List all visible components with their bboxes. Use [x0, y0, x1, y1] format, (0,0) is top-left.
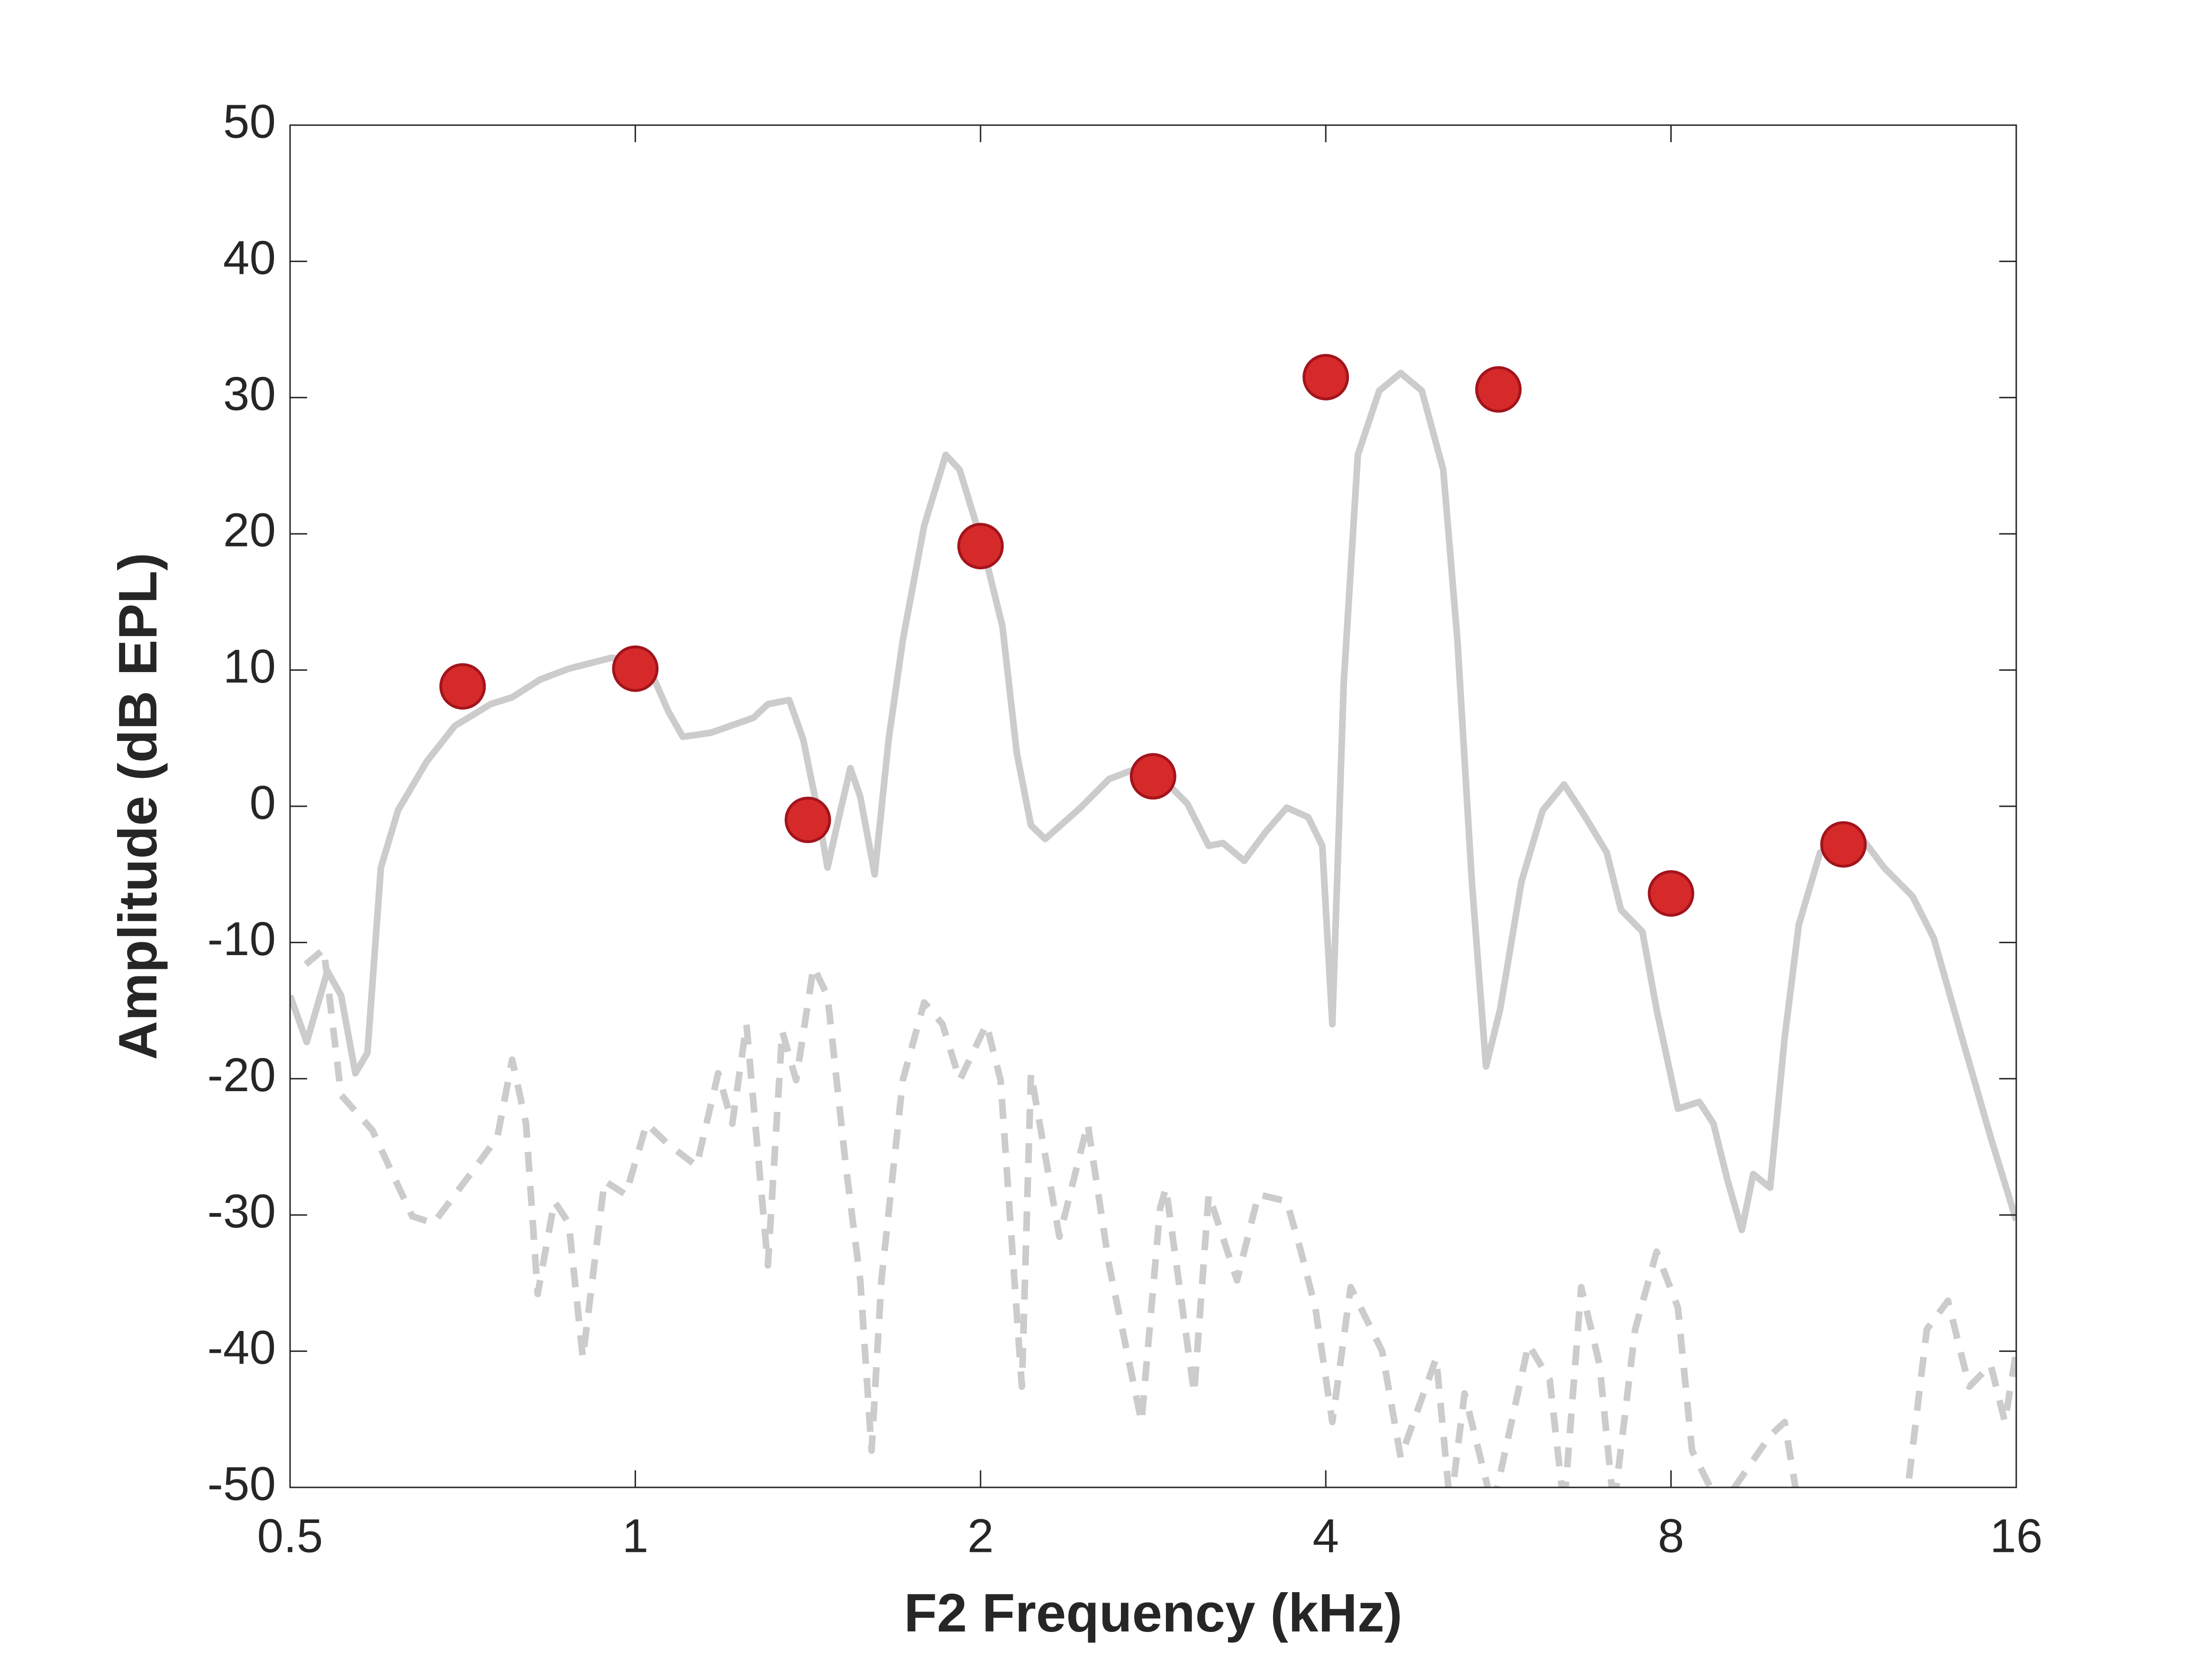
noise-floor-line	[303, 946, 2016, 1487]
y-tick-label: 10	[223, 640, 276, 693]
y-tick-label: 20	[223, 504, 276, 557]
y-tick-label: -40	[207, 1321, 276, 1374]
y-tick-label: 0	[249, 776, 276, 829]
x-tick-label: 0.5	[257, 1509, 323, 1562]
y-tick-label: 40	[223, 231, 276, 284]
x-axis-label: F2 Frequency (kHz)	[904, 1583, 1402, 1643]
y-tick-label: -20	[207, 1048, 276, 1102]
x-tick-label: 4	[1312, 1509, 1339, 1562]
data-point	[612, 645, 659, 692]
data-point	[1820, 821, 1867, 868]
x-tick-label: 2	[967, 1509, 994, 1562]
y-tick-label: 30	[223, 367, 276, 420]
y-tick-label: -30	[207, 1185, 276, 1238]
x-tick-label: 8	[1658, 1509, 1684, 1562]
y-tick-label: -10	[207, 912, 276, 966]
data-point	[957, 523, 1004, 570]
y-axis-label: Amplitude (dB EPL)	[108, 553, 168, 1060]
y-tick-label: -50	[207, 1457, 276, 1510]
data-point	[1302, 354, 1349, 401]
data-point	[439, 663, 486, 710]
data-point	[1475, 366, 1522, 413]
y-tick-label: 50	[223, 95, 276, 148]
data-point	[784, 796, 831, 843]
x-tick-label: 16	[1990, 1509, 2042, 1562]
data-point	[1648, 870, 1694, 917]
data-point	[1129, 753, 1176, 800]
x-tick-label: 1	[622, 1509, 649, 1562]
